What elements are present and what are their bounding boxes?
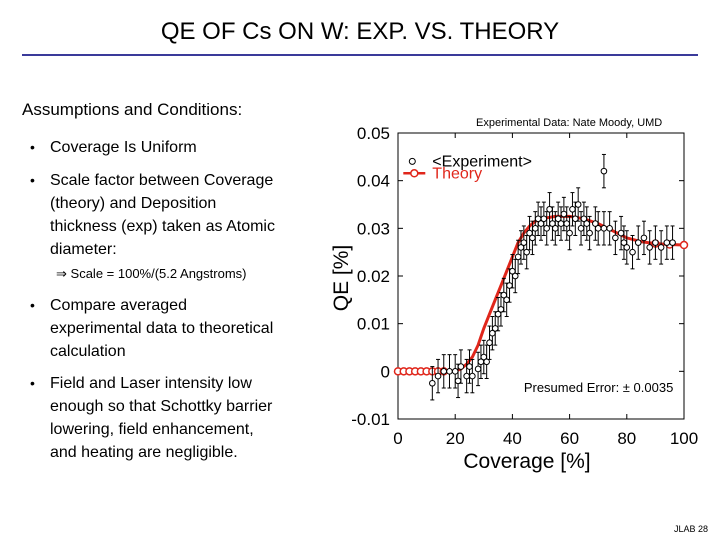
experiment-point <box>646 244 653 251</box>
y-tick-label: 0.05 <box>357 124 390 143</box>
experiment-point <box>669 239 676 246</box>
experiment-point <box>657 244 665 251</box>
x-tick-label: 40 <box>503 429 522 448</box>
experiment-point <box>640 234 648 242</box>
bullet-list-top: • Coverage Is Uniform • Scale factor bet… <box>30 136 280 261</box>
y-tick-label: 0.02 <box>357 267 390 286</box>
legend-theory-label: Theory <box>432 165 482 182</box>
experiment-point <box>543 225 551 232</box>
legend-theory-marker <box>410 169 419 178</box>
experiment-point <box>514 253 522 261</box>
experiment-point <box>523 248 531 256</box>
bullet-text: Compare averaged experimental data to th… <box>50 297 274 360</box>
legend-experiment-label: <Experiment> <box>432 153 532 170</box>
experiment-point <box>600 225 608 232</box>
experiment-point <box>557 220 565 227</box>
x-tick-label: 60 <box>560 429 579 448</box>
bullet-item: • Coverage Is Uniform <box>30 136 280 159</box>
bullet-icon: • <box>30 297 35 313</box>
bullet-text: Scale factor between Coverage (theory) a… <box>50 172 275 258</box>
experimental-data-credit: Experimental Data: Nate Moody, UMD <box>476 117 663 129</box>
chart-labels: 0 20 40 60 80 100-0.0100.010.020.030.040.05Co… <box>330 124 698 473</box>
experiment-point <box>511 272 519 280</box>
theory-marker <box>679 240 689 250</box>
bullet-text: Field and Laser intensity low enough so … <box>50 375 273 461</box>
experiment-point <box>560 210 568 218</box>
experiment-point <box>652 239 659 246</box>
experiment-point <box>600 167 608 175</box>
experiment-point <box>429 379 436 387</box>
experiment-point <box>483 358 490 366</box>
bullet-icon: • <box>30 139 35 155</box>
bullet-text: Coverage Is Uniform <box>50 139 197 156</box>
x-tick-label: 80 <box>617 429 636 448</box>
assumptions-heading: Assumptions and Conditions: <box>22 100 243 119</box>
sub-bullet: ⇒ Scale = 100%/(5.2 Angstroms) <box>56 266 246 282</box>
experiment-point <box>569 205 576 213</box>
bullet-icon: • <box>30 172 35 188</box>
experiment-point <box>566 229 573 237</box>
bullet-icon: • <box>30 375 35 391</box>
experiment-point <box>623 244 631 251</box>
y-tick-label: 0.03 <box>357 219 390 238</box>
title-divider <box>22 54 698 56</box>
experiment-point <box>451 368 459 375</box>
experiment-point <box>563 220 571 227</box>
experiment-point <box>466 363 473 370</box>
x-tick-label: 100 <box>670 429 698 448</box>
experiment-point <box>617 229 625 237</box>
experiment-point <box>474 365 482 373</box>
chart-axes <box>397 132 685 420</box>
experiment-point <box>586 229 593 237</box>
experiment-point <box>634 239 642 246</box>
experiment-point <box>529 234 536 242</box>
slide-title: QE OF Cs ON W: EXP. VS. THEORY <box>160 18 560 45</box>
experiment-point <box>457 363 465 370</box>
x-axis-label: Coverage [%] <box>463 450 590 473</box>
y-tick-label: 0.01 <box>357 315 390 334</box>
experiment-point <box>583 220 591 227</box>
legend-experiment-marker <box>408 157 416 165</box>
experiment-point <box>520 239 528 246</box>
experiment-point <box>574 201 582 208</box>
experiment-point <box>612 234 619 242</box>
y-tick-label: 0.04 <box>357 172 390 191</box>
y-axis-label: QE [%] <box>330 245 353 312</box>
experiment-point <box>469 372 476 380</box>
experiment-point <box>440 368 448 375</box>
experiment-point <box>594 225 602 232</box>
bullet-item: • Field and Laser intensity low enough s… <box>30 372 280 464</box>
experiment-point <box>446 368 453 375</box>
presumed-error-annotation: Presumed Error: ± 0.0035 <box>524 380 673 395</box>
sub-bullet-text: Scale = 100%/(5.2 Angstroms) <box>70 266 247 281</box>
bullet-list-bottom: • Compare averaged experimental data to … <box>30 294 280 464</box>
experiment-point <box>486 339 493 347</box>
experiment-point <box>434 372 442 380</box>
x-tick-label: 0 <box>393 429 402 448</box>
y-tick-label: 0 <box>381 362 390 381</box>
implies-arrow-icon: ⇒ <box>56 266 67 281</box>
experiment-series <box>429 153 676 401</box>
experiment-point <box>540 215 548 223</box>
y-tick-label: -0.01 <box>351 410 390 429</box>
experiment-point <box>606 225 613 232</box>
bullet-item: • Scale factor between Coverage (theory)… <box>30 169 280 261</box>
slide-footer: JLAB 28 <box>673 524 708 534</box>
experiment-point <box>629 248 636 256</box>
bullet-item: • Compare averaged experimental data to … <box>30 294 280 363</box>
x-tick-label: 20 <box>446 429 465 448</box>
experiment-point <box>463 372 470 380</box>
experiment-point <box>531 225 539 232</box>
experiment-point <box>663 239 671 246</box>
experiment-point <box>577 225 585 232</box>
experiment-point <box>552 225 559 232</box>
